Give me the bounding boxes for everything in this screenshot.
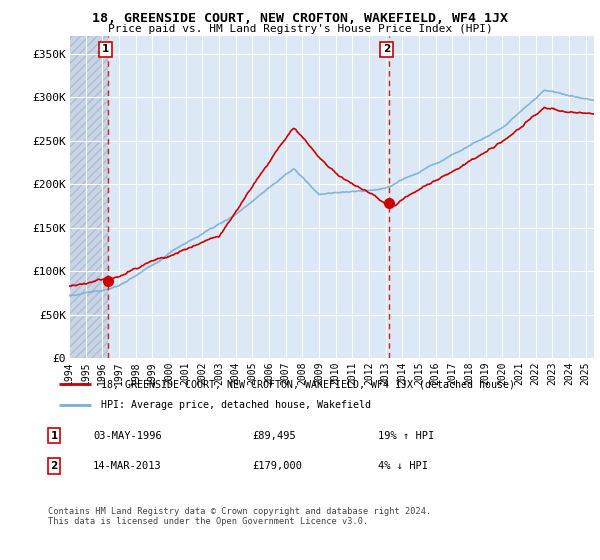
Text: HPI: Average price, detached house, Wakefield: HPI: Average price, detached house, Wake… (101, 400, 371, 410)
Text: 03-MAY-1996: 03-MAY-1996 (93, 431, 162, 441)
Text: 18, GREENSIDE COURT, NEW CROFTON, WAKEFIELD, WF4 1JX: 18, GREENSIDE COURT, NEW CROFTON, WAKEFI… (92, 12, 508, 25)
Text: £89,495: £89,495 (252, 431, 296, 441)
Text: 4% ↓ HPI: 4% ↓ HPI (378, 461, 428, 471)
Text: Contains HM Land Registry data © Crown copyright and database right 2024.
This d: Contains HM Land Registry data © Crown c… (48, 507, 431, 526)
Bar (69, 36, 108, 358)
Text: 1: 1 (102, 44, 109, 54)
Text: 2: 2 (383, 44, 390, 54)
Text: 1: 1 (50, 431, 58, 441)
Text: 2: 2 (50, 461, 58, 471)
Text: 14-MAR-2013: 14-MAR-2013 (93, 461, 162, 471)
Text: Price paid vs. HM Land Registry's House Price Index (HPI): Price paid vs. HM Land Registry's House … (107, 24, 493, 34)
Text: £179,000: £179,000 (252, 461, 302, 471)
Text: 19% ↑ HPI: 19% ↑ HPI (378, 431, 434, 441)
Text: 18, GREENSIDE COURT, NEW CROFTON, WAKEFIELD, WF4 1JX (detached house): 18, GREENSIDE COURT, NEW CROFTON, WAKEFI… (101, 379, 515, 389)
